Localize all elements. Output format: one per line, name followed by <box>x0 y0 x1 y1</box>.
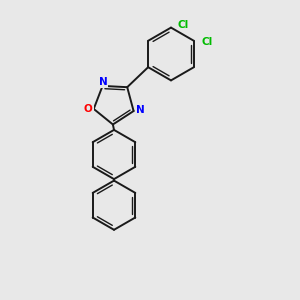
Text: N: N <box>136 105 145 116</box>
Text: Cl: Cl <box>178 20 189 30</box>
Text: O: O <box>84 104 93 114</box>
Text: Cl: Cl <box>202 37 213 47</box>
Text: N: N <box>99 77 107 87</box>
